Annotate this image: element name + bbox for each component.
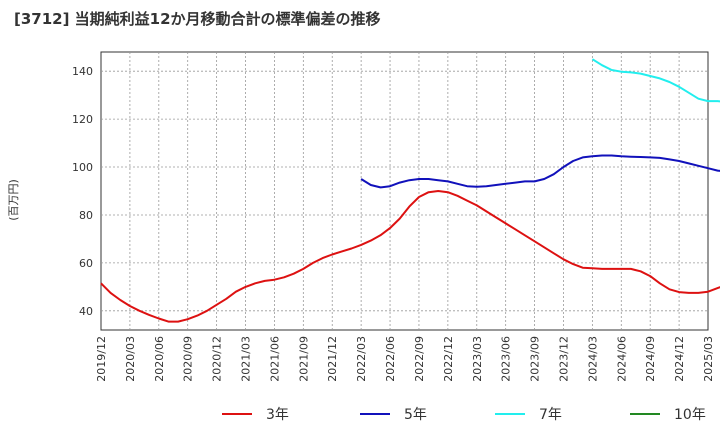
legend: 3年 5年 7年 10年 — [222, 407, 706, 423]
y-axis-label: (百万円) — [7, 179, 20, 221]
y-tick-label: 80 — [79, 209, 93, 222]
y-tick-label: 100 — [72, 161, 93, 174]
x-tick-label: 2024/06 — [615, 336, 628, 382]
x-tick-labels: 2019/12 2020/03 2020/06 2020/09 2020/12 2021/… — [95, 336, 715, 382]
x-tick-label: 2022/09 — [413, 336, 426, 382]
x-tick-label: 2023/09 — [529, 336, 542, 382]
y-tick-label: 40 — [79, 305, 93, 318]
x-tick-label: 2021/12 — [326, 336, 339, 382]
x-tick-label: 2019/12 — [95, 336, 108, 382]
x-tick-label: 2020/12 — [211, 336, 224, 382]
chart-title: [3712] 当期純利益12か月移動合計の標準偏差の推移 — [14, 10, 381, 28]
y-tick-label: 140 — [72, 65, 93, 78]
x-tick-label: 2023/03 — [471, 336, 484, 382]
x-tick-label: 2021/09 — [297, 336, 310, 382]
y-tick-label: 120 — [72, 113, 93, 126]
legend-label: 10年 — [674, 407, 706, 423]
series-line — [360, 154, 720, 189]
x-tick-label: 2023/12 — [557, 336, 570, 382]
x-tick-label: 2021/03 — [240, 336, 253, 382]
series-lines — [100, 58, 720, 323]
grid-lines — [101, 52, 708, 330]
x-tick-label: 2025/03 — [702, 336, 715, 382]
x-tick-label: 2023/06 — [500, 336, 513, 382]
series-line — [591, 58, 720, 103]
legend-label: 7年 — [539, 407, 562, 423]
x-tick-label: 2020/06 — [153, 336, 166, 382]
x-tick-label: 2021/06 — [268, 336, 281, 382]
x-tick-label: 2024/12 — [673, 336, 686, 382]
x-tick-label: 2022/12 — [442, 336, 455, 382]
y-tick-labels: 40 60 80 100 120 140 — [72, 65, 93, 318]
x-tick-label: 2020/09 — [182, 336, 195, 382]
x-tick-label: 2022/06 — [384, 336, 397, 382]
x-tick-label: 2022/03 — [355, 336, 368, 382]
plot-area — [100, 51, 709, 331]
legend-label: 5年 — [404, 407, 427, 423]
legend-label: 3年 — [266, 407, 289, 423]
x-tick-label: 2020/03 — [124, 336, 137, 382]
x-tick-label: 2024/09 — [644, 336, 657, 382]
x-tick-label: 2024/03 — [586, 336, 599, 382]
y-tick-label: 60 — [79, 257, 93, 270]
series-line — [100, 190, 720, 323]
